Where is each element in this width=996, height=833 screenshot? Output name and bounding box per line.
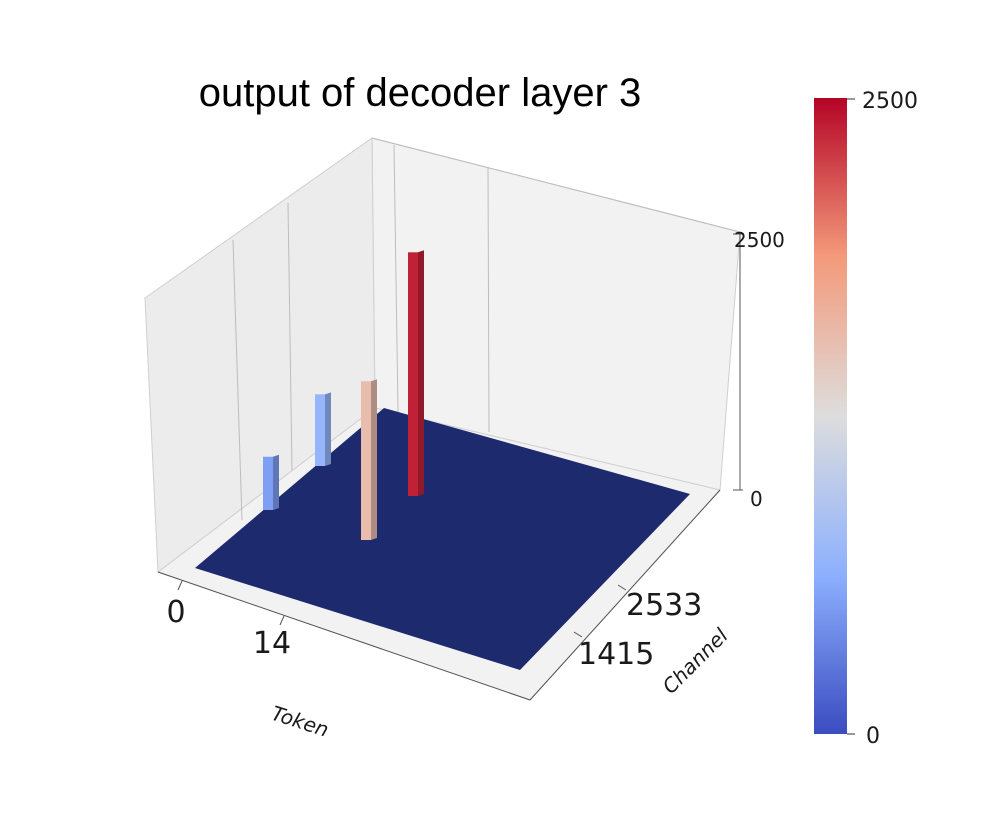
chart-title: output of decoder layer 3 [199,71,642,115]
bar-side [371,379,377,540]
grid-line [487,167,490,433]
colorbar: 2500 0 [814,89,918,749]
y-axis-line [529,489,721,701]
bar-front [361,381,371,540]
y-tick-label: 2533 [626,588,702,623]
x-axis-line [157,571,531,701]
grid-line [371,137,741,233]
y-tick-mark [617,584,627,591]
x-tick-label: 14 [253,626,291,661]
bars-group [263,250,424,540]
x-tick-label: 0 [166,595,185,630]
x-axis-label: Token [269,701,332,742]
z-tick-label: 0 [750,487,763,511]
bar-front [408,252,418,496]
bar [408,250,424,496]
bar-front [263,456,273,510]
colorbar-tick-label: 2500 [862,89,918,114]
y-tick-mark [573,631,583,638]
bar-side [273,454,279,510]
grid-line [287,202,293,471]
bar [315,392,331,466]
grid-line [393,144,399,413]
y-axis-label: Channel [658,623,733,698]
baseline-surface [195,408,690,670]
colorbar-tick-label: 0 [866,724,880,749]
bar [263,454,279,510]
x-ticks: 0 14 [166,580,291,661]
z-tick-label: 2500 [734,228,785,252]
bar-side [418,250,424,496]
x-tick-mark [177,580,183,591]
bar-side [325,392,331,466]
y-tick-label: 1415 [578,637,654,672]
x-tick-mark [279,615,285,626]
colorbar-gradient [814,98,847,734]
grid-line [232,239,243,521]
z-ticks: 0 2500 [733,228,785,511]
bar-front [315,394,325,466]
y-ticks: 2533 1415 [573,584,702,672]
bar [361,379,377,540]
